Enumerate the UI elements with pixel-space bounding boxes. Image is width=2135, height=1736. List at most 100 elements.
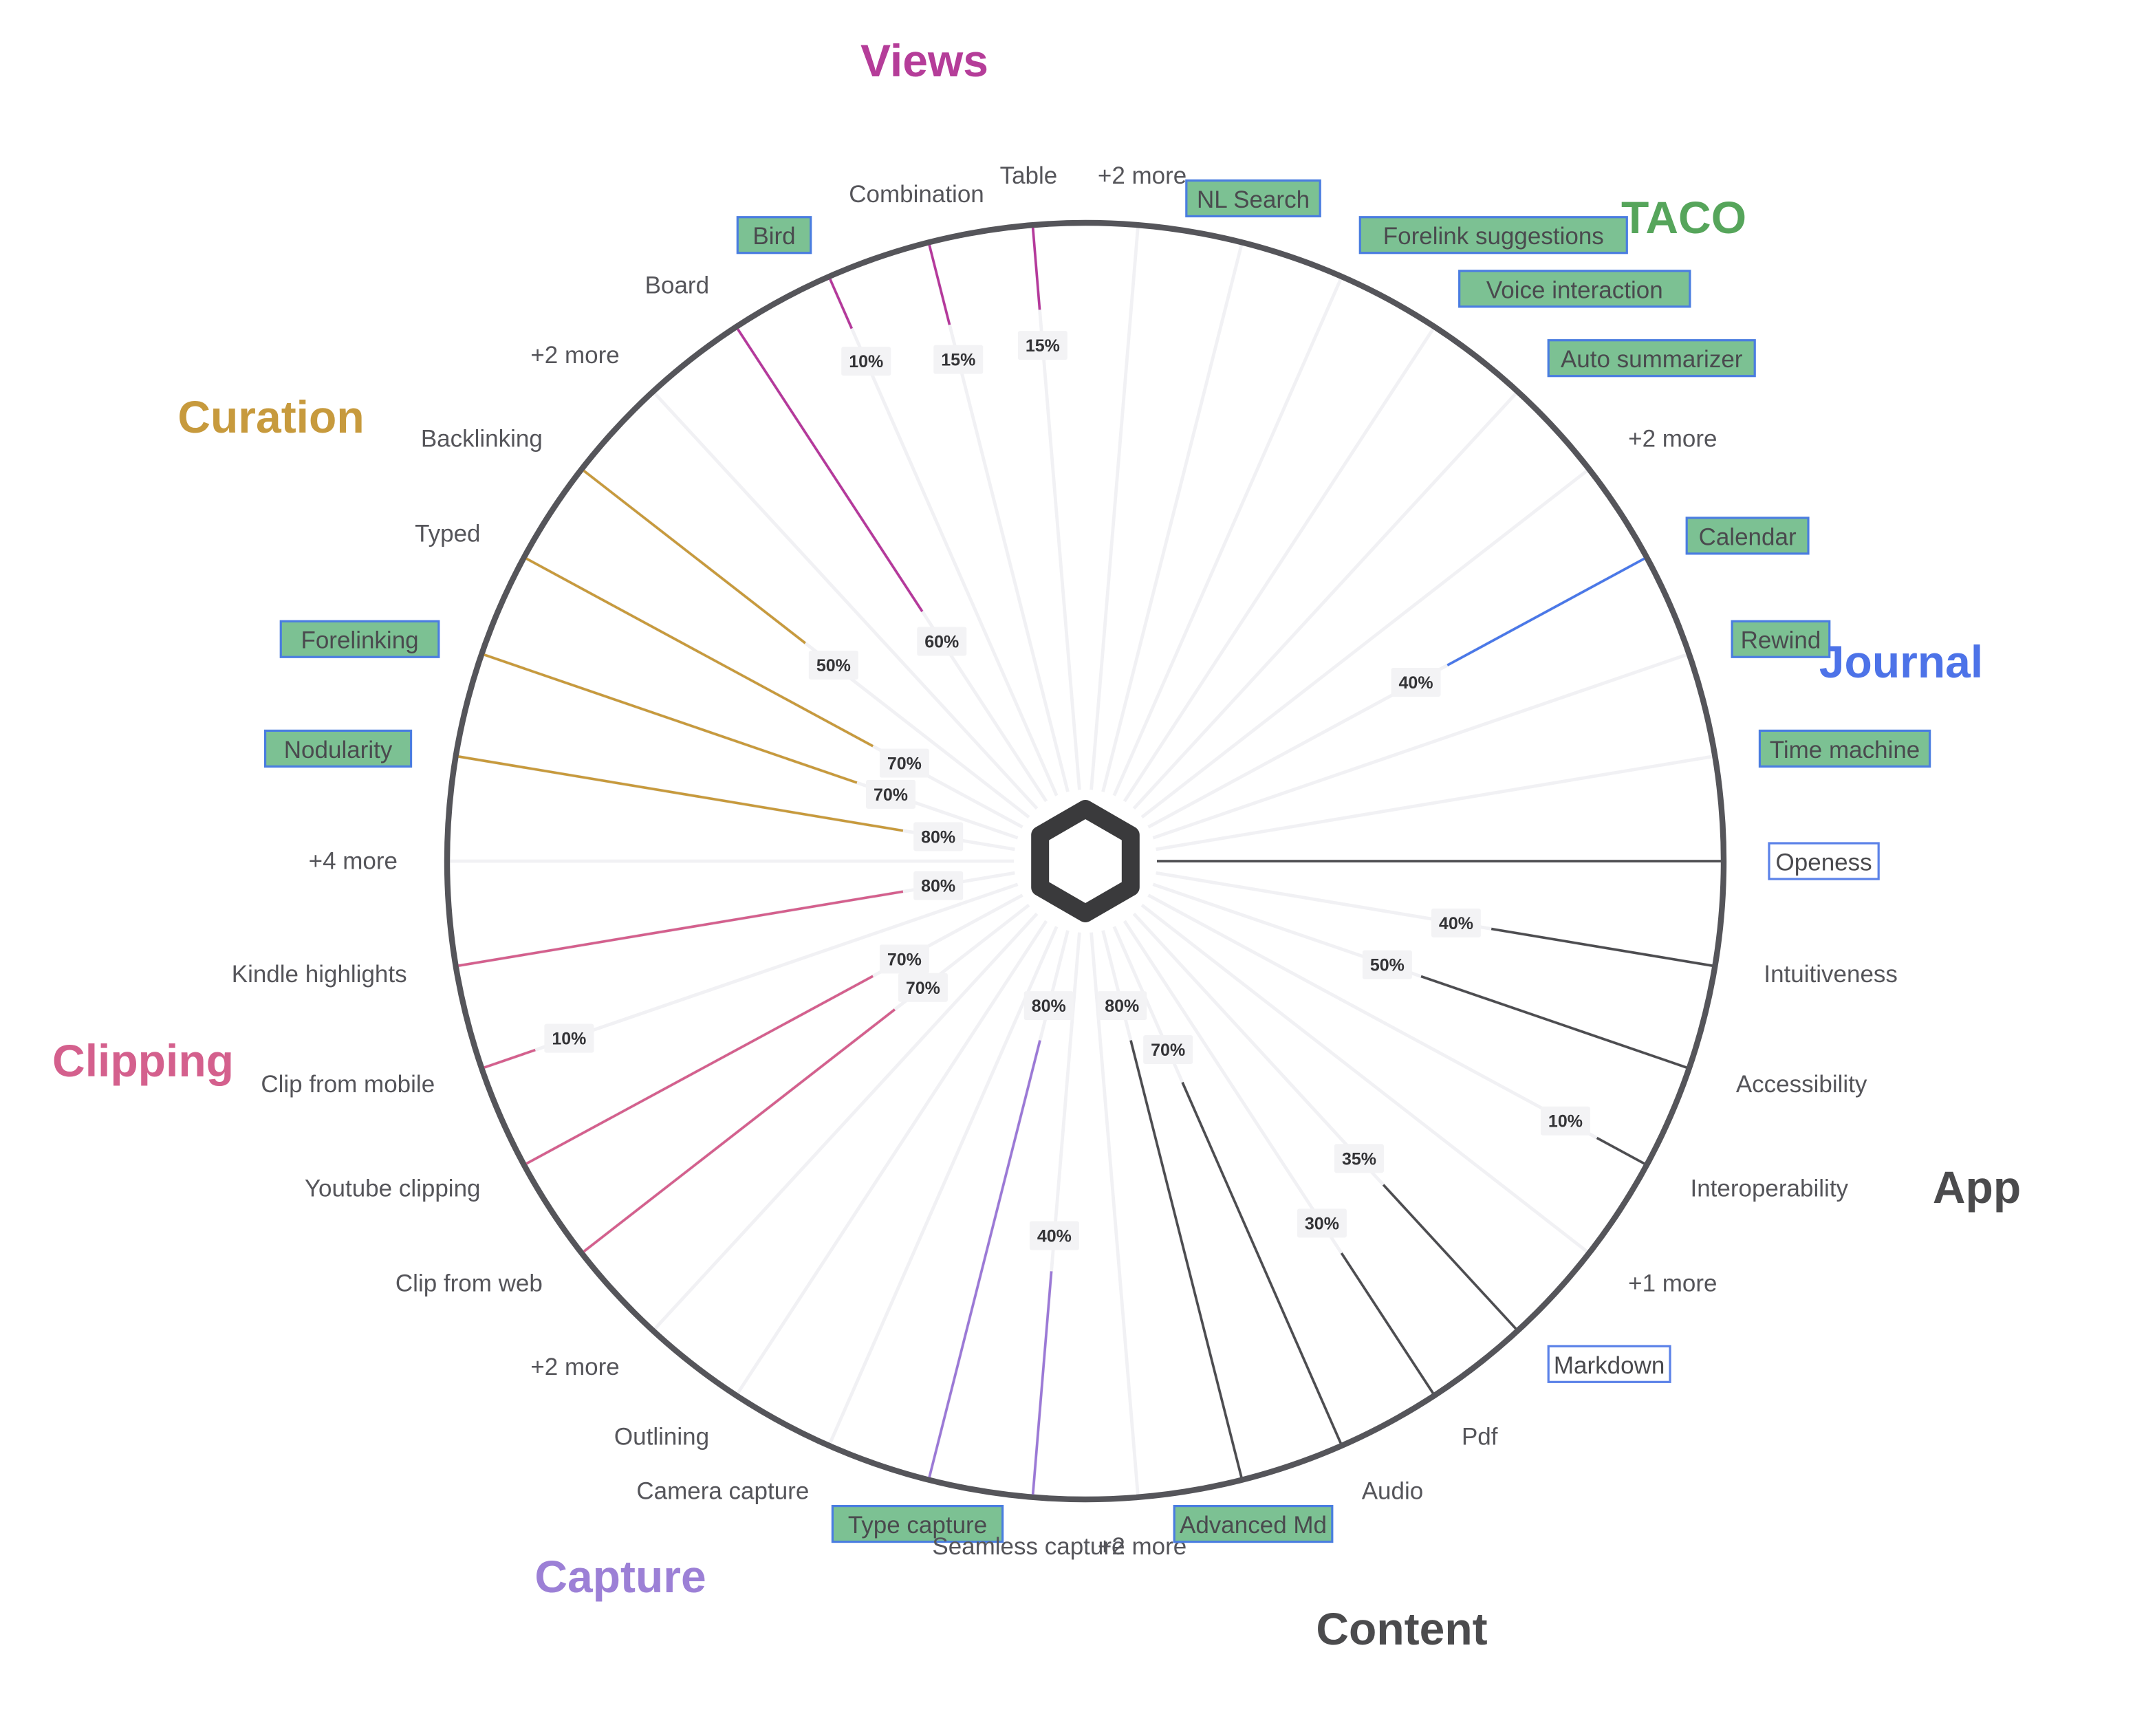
feature-box-green: [1758, 729, 1931, 768]
percent-badge-value: 40%: [1399, 673, 1433, 693]
item-label: Table: [1000, 162, 1058, 189]
group-heading-views: Views: [860, 35, 988, 86]
spoke: [653, 912, 1039, 1331]
percent-badge: [1362, 950, 1412, 979]
wheel-rim: [444, 219, 1727, 1503]
feature-box-white: [1768, 842, 1880, 880]
progress-line: [1340, 1252, 1434, 1394]
spoke: [1152, 653, 1689, 840]
spoke: [653, 391, 1039, 810]
spoke: [1140, 468, 1590, 819]
progress-line: [928, 244, 951, 325]
item-label: Calendar: [1699, 523, 1797, 550]
progress-lines-layer: [458, 228, 1721, 1495]
item-label: Nodularity: [284, 737, 393, 763]
percent-badge-value: 40%: [1037, 1227, 1072, 1246]
group-heading-taco: TACO: [1621, 192, 1746, 243]
item-label: NL Search: [1197, 186, 1310, 213]
progress-line: [1446, 557, 1645, 666]
group-heading-clipping: Clipping: [52, 1035, 234, 1086]
item-label: Kindle highlights: [232, 961, 407, 988]
percent-badge: [1540, 1106, 1590, 1136]
item-label: Auto summarizer: [1561, 346, 1743, 373]
spoke: [1123, 327, 1435, 803]
progress-line: [583, 470, 806, 644]
percent-badge-value: 80%: [1032, 997, 1066, 1016]
progress-line: [525, 557, 874, 748]
item-label: Rewind: [1741, 627, 1821, 654]
progress-line: [484, 1048, 536, 1069]
group-heading-capture: Capture: [534, 1551, 706, 1602]
item-label: Backlinking: [421, 425, 543, 452]
center-logo-layer: [1031, 800, 1140, 922]
item-label: +2 more: [530, 342, 619, 369]
percent-badge-value: 10%: [1548, 1112, 1583, 1131]
item-label: +2 more: [530, 1354, 619, 1380]
feature-box-green: [831, 1504, 1004, 1543]
percent-badge-value: 60%: [924, 633, 959, 652]
item-label: Advanced Md: [1180, 1512, 1327, 1539]
progress-line: [737, 328, 924, 612]
progress-line: [1420, 975, 1687, 1069]
percent-badge: [1431, 908, 1481, 937]
progress-line: [928, 1040, 1041, 1478]
spoke: [1090, 226, 1140, 790]
spoke: [1156, 755, 1714, 851]
progress-line: [1491, 927, 1713, 967]
percent-badge-value: 15%: [941, 351, 975, 370]
progress-line: [583, 1008, 896, 1252]
percent-badge-value: 80%: [1105, 997, 1139, 1016]
percent-badge: [1143, 1034, 1193, 1064]
item-label: Typed: [415, 521, 480, 547]
percent-badge: [913, 822, 964, 851]
feature-box-white: [1547, 1345, 1671, 1383]
group-heading-app: App: [1933, 1162, 2021, 1213]
percent-badge-value: 70%: [887, 950, 922, 969]
percent-badge: [544, 1023, 594, 1053]
item-label: Outlining: [614, 1424, 709, 1451]
item-label: Bird: [752, 223, 795, 250]
item-label: Interoperability: [1690, 1175, 1848, 1202]
progress-line: [1129, 1040, 1243, 1478]
spoke: [1140, 903, 1590, 1254]
percent-badge: [917, 627, 967, 656]
progress-line: [458, 890, 904, 967]
item-label: Voice interaction: [1486, 276, 1663, 303]
percent-badge-value: 80%: [921, 877, 955, 896]
percent-badge-value: 40%: [1439, 914, 1473, 933]
item-label: Seamless capture: [932, 1533, 1125, 1560]
progress-line: [1181, 1081, 1342, 1444]
feature-box-green: [263, 729, 413, 768]
percent-badge: [898, 973, 948, 1002]
percent-badge: [1029, 1221, 1079, 1250]
spoke: [827, 926, 1059, 1445]
percent-badge: [1334, 1144, 1384, 1173]
percent-badge: [1017, 331, 1068, 360]
percent-badge: [841, 347, 891, 376]
group-heading-curation: Curation: [177, 391, 364, 442]
spoke: [927, 243, 1070, 792]
feature-box-green: [736, 216, 812, 254]
percent-badge-value: 70%: [906, 979, 940, 998]
feature-box-green: [1547, 339, 1756, 378]
percent-badge-value: 70%: [887, 755, 922, 774]
item-label: +2 more: [1628, 425, 1717, 452]
spoke: [1112, 277, 1343, 796]
group-heading-content: Content: [1316, 1603, 1487, 1654]
percent-badge: [1023, 991, 1074, 1021]
percent-badge: [1391, 667, 1441, 697]
feature-box-green: [1173, 1504, 1334, 1543]
item-labels-layer: Openess +1 more Interoperability Accessibil…: [232, 162, 1931, 1560]
percent-badge: [913, 871, 964, 900]
progress-line: [1382, 1184, 1517, 1330]
progress-line: [1031, 1271, 1053, 1495]
spoke: [1090, 932, 1140, 1497]
percent-badge: [879, 944, 929, 974]
percent-badge: [1097, 991, 1147, 1021]
percent-badge-value: 15%: [1026, 336, 1060, 356]
percent-badge-value: 70%: [874, 785, 908, 805]
item-label: Time machine: [1770, 737, 1920, 763]
percent-badge-value: 50%: [1370, 956, 1405, 975]
